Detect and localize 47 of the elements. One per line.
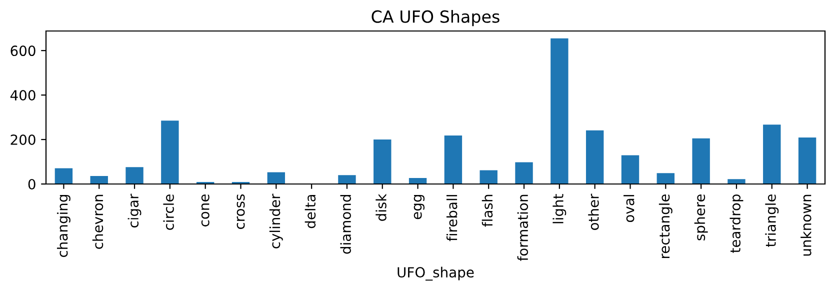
bar xyxy=(54,168,73,184)
bar xyxy=(728,179,746,184)
x-tick-label: rectangle xyxy=(658,194,672,258)
x-tick-label: diamond xyxy=(340,194,352,254)
bar xyxy=(798,138,816,184)
x-tick-label: disk xyxy=(376,194,386,221)
bar xyxy=(586,130,604,184)
bar xyxy=(480,170,498,184)
x-tick-label: sphere xyxy=(694,194,708,240)
bar xyxy=(621,155,640,184)
x-tick-label: cigar xyxy=(128,194,142,228)
bar xyxy=(408,178,427,184)
y-tick-label: 0 xyxy=(28,178,36,190)
x-tick-label: light xyxy=(552,194,566,224)
x-tick-label: cone xyxy=(201,194,210,226)
bar xyxy=(444,136,462,184)
bar xyxy=(90,176,108,184)
x-tick-label: cylinder xyxy=(269,194,283,248)
bar xyxy=(515,162,533,184)
y-tick-label: 400 xyxy=(10,90,36,101)
bar xyxy=(763,124,781,184)
y-tick-label: 200 xyxy=(10,134,36,145)
x-tick-label: egg xyxy=(414,194,425,220)
x-tick-label: delta xyxy=(304,194,316,228)
x-tick-label: flash xyxy=(482,194,493,227)
bar xyxy=(126,167,144,184)
chart-title: CA UFO Shapes xyxy=(372,10,500,26)
bar xyxy=(656,173,675,184)
x-tick-label: circle xyxy=(163,194,174,230)
x-tick-label: formation xyxy=(517,194,528,261)
x-tick-label: other xyxy=(588,194,599,230)
bar xyxy=(161,120,179,184)
bar xyxy=(267,172,286,184)
y-tick-label: 600 xyxy=(10,46,36,56)
x-tick-label: cross xyxy=(236,194,245,229)
x-tick-label: oval xyxy=(624,195,634,222)
bar xyxy=(374,140,392,184)
x-tick-label: unknown xyxy=(800,194,812,256)
x-tick-label: changing xyxy=(56,194,70,258)
x-tick-label: teardrop xyxy=(730,194,744,253)
x-tick-label: chevron xyxy=(92,194,104,249)
x-tick-label: fireball xyxy=(446,195,458,242)
bar xyxy=(338,175,356,184)
bar xyxy=(692,138,710,184)
bar xyxy=(550,38,568,184)
x-tick-label: triangle xyxy=(765,194,779,247)
x-axis-title: UFO_shape xyxy=(398,266,474,281)
